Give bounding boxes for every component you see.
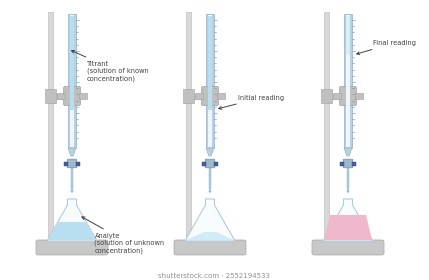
Ellipse shape [209, 189, 211, 193]
FancyBboxPatch shape [312, 240, 384, 255]
Polygon shape [344, 148, 352, 156]
Bar [320, 89, 332, 103]
Bar [333, 93, 341, 99]
FancyBboxPatch shape [343, 159, 353, 168]
FancyBboxPatch shape [339, 87, 356, 106]
Bar [208, 15, 212, 147]
Bar [70, 15, 74, 147]
Ellipse shape [347, 189, 349, 193]
Bar [48, 94, 74, 99]
Polygon shape [48, 222, 96, 240]
Bar [71, 167, 73, 189]
Bar [185, 12, 190, 248]
Bar [323, 94, 350, 99]
Bar [344, 14, 352, 148]
Bar [64, 162, 68, 165]
Bar [70, 16, 74, 109]
FancyBboxPatch shape [205, 159, 215, 168]
Bar [346, 15, 350, 147]
Polygon shape [186, 232, 234, 240]
Bar [57, 93, 65, 99]
Polygon shape [68, 148, 76, 156]
Text: Titrant
(solution of known
concentration): Titrant (solution of known concentration… [72, 50, 149, 82]
FancyBboxPatch shape [174, 240, 246, 255]
Bar [68, 14, 76, 148]
Polygon shape [324, 215, 372, 240]
Bar [352, 162, 356, 165]
Ellipse shape [71, 189, 73, 193]
Bar [208, 16, 212, 109]
FancyBboxPatch shape [63, 87, 81, 106]
Bar [48, 12, 52, 248]
Bar [209, 167, 211, 189]
FancyBboxPatch shape [202, 87, 218, 106]
FancyBboxPatch shape [67, 159, 77, 168]
Bar [323, 12, 329, 248]
Bar [79, 93, 87, 99]
Text: Analyte
(solution of unknown
concentration): Analyte (solution of unknown concentrati… [82, 217, 165, 254]
Bar [195, 93, 203, 99]
Bar [340, 162, 344, 165]
Polygon shape [47, 199, 97, 241]
Bar [217, 93, 225, 99]
Bar [214, 162, 218, 165]
Polygon shape [185, 199, 235, 241]
Bar [202, 162, 206, 165]
Bar [182, 89, 193, 103]
Text: Initial reading: Initial reading [219, 95, 284, 109]
Polygon shape [206, 148, 214, 156]
Bar [76, 162, 80, 165]
Bar [206, 14, 214, 148]
Bar [355, 93, 363, 99]
Bar [346, 16, 350, 55]
FancyBboxPatch shape [36, 240, 108, 255]
Bar [185, 94, 212, 99]
Bar [45, 89, 55, 103]
Polygon shape [323, 199, 373, 241]
Text: shutterstock.com · 2552194533: shutterstock.com · 2552194533 [158, 273, 270, 279]
Bar [347, 167, 349, 189]
Text: Final reading: Final reading [356, 40, 416, 55]
